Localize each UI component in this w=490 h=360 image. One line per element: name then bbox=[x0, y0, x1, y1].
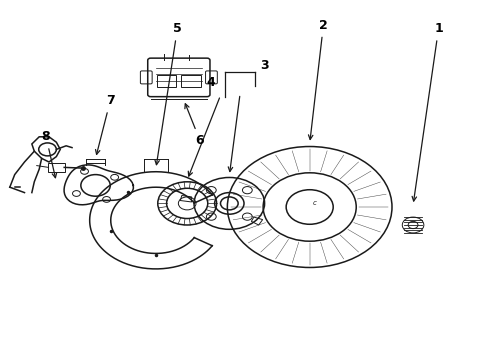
Text: c: c bbox=[313, 201, 317, 206]
Text: 6: 6 bbox=[185, 104, 204, 147]
Text: 8: 8 bbox=[42, 130, 57, 178]
Text: 5: 5 bbox=[155, 22, 182, 165]
Text: 1: 1 bbox=[412, 22, 443, 201]
Text: 7: 7 bbox=[96, 94, 115, 154]
Text: 2: 2 bbox=[309, 19, 328, 139]
Text: 4: 4 bbox=[206, 76, 215, 89]
Text: 3: 3 bbox=[260, 59, 269, 72]
